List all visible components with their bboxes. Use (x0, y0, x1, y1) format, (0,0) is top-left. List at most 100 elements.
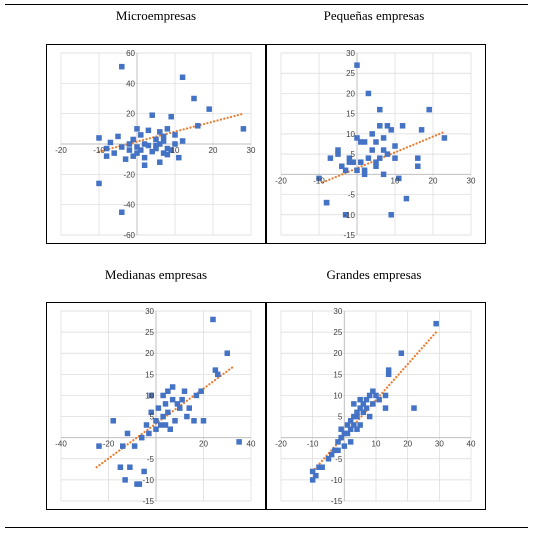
data-point (168, 113, 174, 120)
data-point (134, 126, 140, 132)
data-point (418, 127, 425, 133)
data-point (347, 439, 354, 445)
data-point (319, 464, 325, 470)
data-point (382, 392, 389, 399)
data-point (117, 464, 124, 470)
data-point (354, 167, 360, 174)
data-point (342, 167, 349, 174)
y-tick-label: -10 (142, 476, 154, 485)
data-point (96, 135, 102, 141)
data-point (309, 468, 316, 475)
data-point (96, 180, 102, 187)
data-point (335, 439, 341, 445)
data-point (411, 405, 417, 411)
y-tick-label: 30 (333, 307, 342, 316)
data-point (179, 74, 186, 81)
data-point (164, 145, 171, 152)
data-point (122, 156, 129, 162)
data-point (160, 150, 167, 156)
data-point (148, 409, 154, 416)
data-point (415, 155, 421, 161)
data-point (361, 139, 368, 145)
data-point (351, 422, 357, 428)
data-point (347, 426, 354, 432)
y-tick-label: -5 (348, 191, 356, 200)
data-point (344, 430, 351, 437)
x-tick-label: 30 (435, 440, 444, 449)
data-point (198, 388, 204, 394)
data-point (373, 392, 379, 399)
data-point (361, 171, 368, 178)
data-point (361, 167, 368, 174)
data-point (155, 405, 162, 411)
data-point (309, 477, 316, 483)
data-point (153, 142, 159, 149)
data-point (339, 163, 345, 169)
data-point (384, 151, 391, 157)
data-point (210, 316, 216, 323)
y-tick-label: 30 (145, 307, 154, 316)
data-point (146, 430, 152, 437)
data-point (157, 159, 163, 165)
chart-title-micro: Microempresas (115, 8, 197, 23)
x-tick-label: 40 (467, 440, 476, 449)
chart-title-pequenas: Pequeñas empresas (323, 8, 425, 23)
x-tick-label: 10 (391, 176, 400, 185)
data-point (369, 131, 375, 137)
data-point (313, 472, 319, 479)
y-tick-label: -15 (142, 497, 154, 506)
chart-title-medianas: Medianas empresas (104, 267, 208, 282)
data-point (327, 155, 334, 161)
data-point (441, 135, 448, 141)
x-tick-label: 20 (429, 176, 438, 185)
data-point (351, 413, 357, 420)
data-point (396, 175, 402, 182)
data-point (160, 133, 167, 140)
y-tick-label: -10 (331, 476, 343, 485)
data-point (354, 62, 360, 68)
data-point (415, 163, 421, 169)
data-point (373, 139, 379, 145)
data-point (111, 150, 117, 156)
data-point (338, 426, 344, 432)
x-tick-label: 20 (209, 146, 218, 155)
data-point (369, 147, 375, 153)
data-point (373, 163, 379, 169)
y-tick-label: 5 (351, 150, 356, 159)
data-point (338, 434, 344, 441)
data-point (145, 142, 152, 149)
data-point (346, 155, 353, 161)
data-point (382, 405, 389, 411)
data-point (354, 409, 360, 416)
trendline (95, 364, 236, 469)
data-point (176, 154, 182, 161)
y-tick-label: 10 (333, 391, 342, 400)
data-point (169, 396, 176, 403)
data-point (172, 141, 178, 147)
data-point (363, 405, 370, 411)
scatter-chart-microempresas: -20 -10 10 20 30 -60 -40 -20 20 40 60 (46, 44, 266, 244)
data-point (126, 147, 133, 153)
chart-svg: -20 -10 10 20 30 40 -15 -10 -5 5 10 15 20 25 30 (275, 307, 476, 506)
data-point (181, 388, 188, 394)
chart-title-grandes: Grandes empresas (326, 267, 422, 282)
data-point (433, 320, 439, 327)
data-point (377, 155, 383, 161)
data-point (131, 443, 138, 449)
data-point (376, 396, 382, 403)
data-point (169, 384, 176, 390)
data-point (328, 451, 335, 458)
x-tick-label: 30 (467, 176, 476, 185)
data-point (351, 401, 357, 407)
data-point (366, 392, 373, 399)
y-tick-label: -5 (147, 455, 155, 464)
data-point (158, 422, 164, 428)
data-point (380, 147, 387, 153)
data-point (212, 367, 219, 373)
data-point (164, 151, 171, 158)
x-tick-label: -10 (313, 176, 325, 185)
x-tick-label: -20 (55, 146, 67, 155)
data-point (354, 426, 360, 432)
data-point (377, 106, 383, 113)
y-tick-label: 25 (145, 328, 154, 337)
